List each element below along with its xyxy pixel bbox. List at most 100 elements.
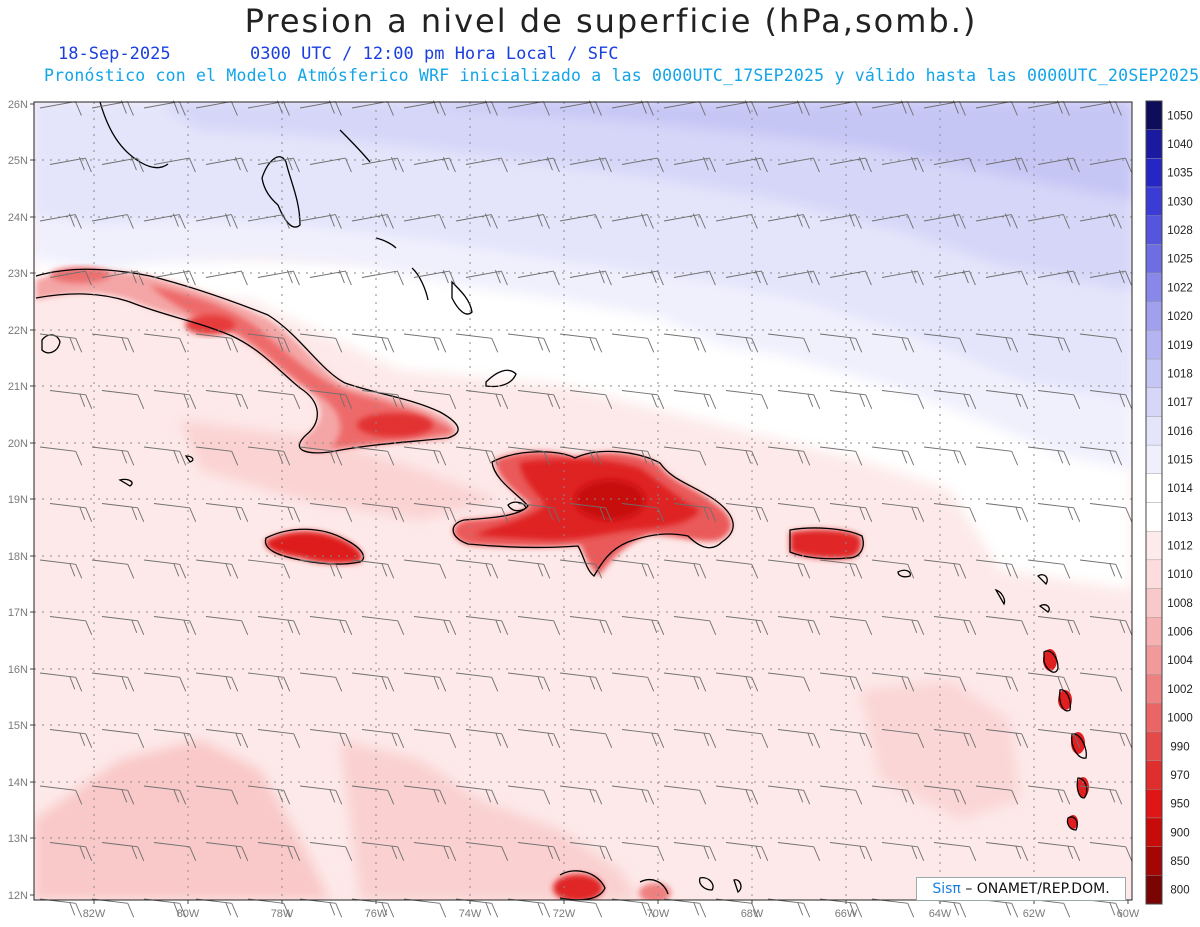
wind-barb [351, 213, 394, 229]
wind-barb [257, 390, 301, 409]
wind-barb [299, 672, 343, 692]
wind-barb [91, 214, 134, 229]
wind-barb [767, 672, 811, 692]
wind-barb [975, 672, 1019, 692]
wind-barb [351, 785, 395, 805]
wind-barb [569, 842, 613, 861]
legend-label: 850 [1170, 856, 1189, 868]
wind-barb [507, 785, 551, 805]
wind-barb [1079, 672, 1123, 692]
wind-barb [39, 559, 83, 579]
wind-barb [767, 559, 811, 579]
wind-barb [257, 503, 301, 522]
wind-barb [101, 503, 145, 522]
wind-barb [881, 616, 925, 635]
wind-barb [933, 616, 977, 635]
legend-label: 1022 [1167, 282, 1193, 294]
wind-barb [143, 100, 186, 116]
wind-barb [923, 100, 966, 116]
legend-label: 1004 [1167, 655, 1193, 667]
wind-barb [663, 785, 707, 805]
legend-swatch [1145, 559, 1163, 589]
wind-barb [1079, 213, 1122, 229]
lon-label: 64W [929, 908, 952, 920]
wind-barb [923, 446, 967, 466]
wind-barb [205, 156, 248, 173]
lat-label: 12N [8, 890, 28, 902]
wind-barb [663, 101, 706, 116]
legend-label: 970 [1170, 770, 1189, 782]
credit-box: Sisπ – ONAMET/REP.DOM. [916, 877, 1126, 901]
wind-barb [1089, 503, 1133, 522]
wind-barb [611, 213, 654, 229]
wind-barb [1037, 156, 1080, 173]
wind-barb [715, 785, 759, 805]
legend-label: 1050 [1167, 110, 1193, 122]
wind-barb [829, 503, 873, 522]
coastlines [35, 102, 1088, 900]
wind-barb [101, 616, 145, 635]
wind-barb [153, 729, 197, 748]
wind-barb [507, 446, 551, 466]
wind-barb [715, 446, 759, 466]
wind-barb [205, 390, 249, 409]
wind-barb [153, 157, 196, 173]
wind-barb [455, 333, 499, 353]
wind-barb [517, 390, 561, 409]
wind-barb [247, 446, 291, 466]
wind-barb [829, 156, 872, 173]
wind-barb [881, 156, 924, 173]
wind-barb [1079, 446, 1123, 466]
wind-barb [621, 842, 665, 861]
wind-barb [101, 156, 144, 173]
legend-swatch [1145, 301, 1163, 331]
wind-barb [611, 559, 655, 579]
wind-barb [1089, 157, 1132, 173]
wind-barb [507, 333, 551, 353]
legend-swatch [1145, 473, 1163, 503]
wind-barb [777, 390, 821, 409]
wind-barb [663, 559, 707, 579]
wind-barb [715, 333, 759, 353]
legend-swatch [1145, 387, 1163, 417]
wind-barb [91, 785, 135, 805]
wind-barb [621, 616, 665, 635]
wind-barb [49, 842, 93, 861]
wind-barb [91, 672, 135, 692]
wind-barb [309, 157, 352, 173]
lon-label: 72W [553, 908, 576, 920]
wind-barb [517, 156, 560, 173]
wind-barb [559, 785, 603, 805]
valid-date: 18-Sep-2025 [58, 44, 171, 64]
wind-barb [143, 559, 187, 579]
lat-label: 19N [8, 494, 28, 506]
wind-barb [309, 729, 353, 748]
lat-label: 25N [8, 155, 28, 167]
wind-barb [361, 156, 404, 173]
legend-swatch [1145, 875, 1163, 905]
wind-barb [611, 446, 655, 466]
legend-label: 1015 [1167, 454, 1193, 466]
wind-barb [933, 269, 976, 286]
wind-barb [403, 785, 447, 805]
wind-barb [205, 616, 249, 635]
wind-barb [101, 729, 145, 748]
wind-barb [1037, 269, 1080, 286]
wind-barb [673, 390, 717, 409]
wind-barb [351, 559, 395, 579]
wind-barb [871, 214, 914, 229]
wind-barb [39, 101, 82, 116]
wind-barb [611, 333, 655, 353]
legend-label: 1008 [1167, 598, 1193, 610]
wind-barb [49, 503, 93, 522]
legend-swatch [1145, 674, 1163, 704]
wind-barb [455, 446, 499, 466]
wind-barb [975, 213, 1018, 229]
lon-label: 78W [271, 908, 294, 920]
wind-barb [611, 672, 655, 692]
wind-barb [299, 898, 343, 918]
wind-barb [205, 503, 249, 522]
wind-barb [39, 898, 83, 918]
legend-swatch [1145, 129, 1163, 159]
wind-barb [455, 785, 499, 805]
